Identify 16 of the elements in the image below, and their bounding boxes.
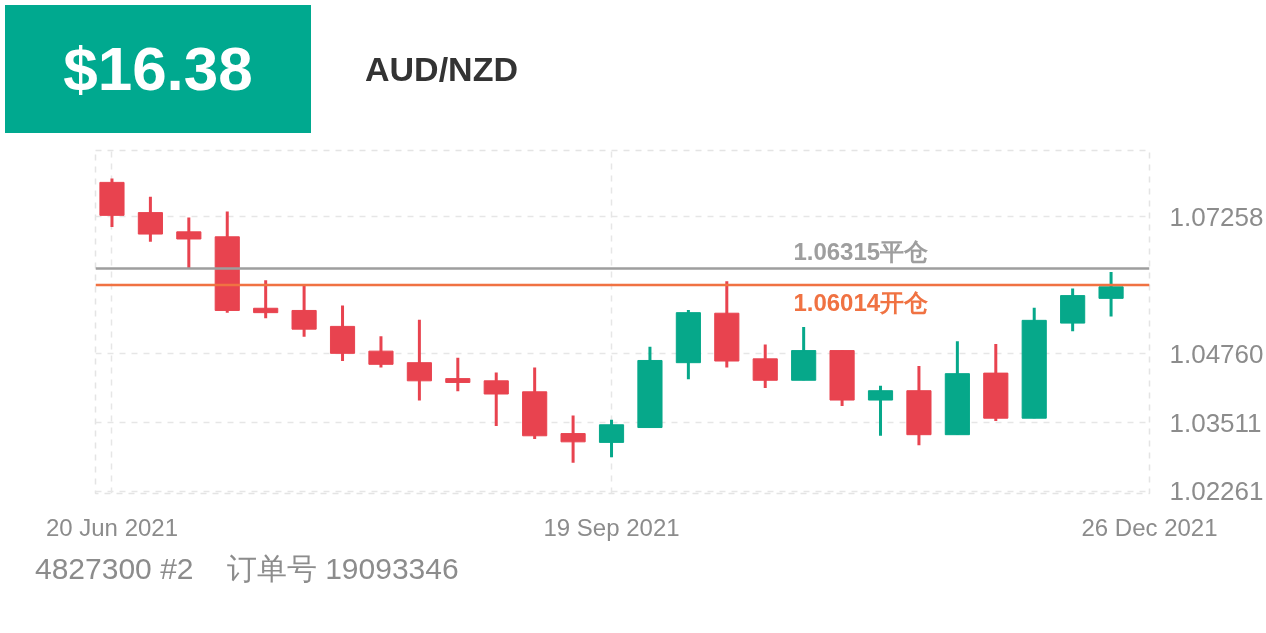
candlestick [560,415,586,463]
y-tick-label: 1.03511 [1169,407,1262,438]
y-tick-label: 1.04760 [1169,338,1264,369]
x-tick-label: 26 Dec 2021 [1081,513,1218,541]
y-tick-label: 1.02261 [1169,476,1264,507]
chart-title: AUD/NZD [365,49,518,90]
chart-subtitle: $16.38 [63,32,253,105]
candlestick [445,357,471,392]
x-tick-label: 20 Jun 2021 [45,513,179,541]
ref-line-label: 1.06315平仓 [793,238,930,266]
text: 4827300 #2 订单号 19093346 [35,552,459,585]
y-tick-label: 1.07258 [1169,201,1264,232]
x-tick-label: 19 Sep 2021 [543,513,680,541]
ref-line-label: 1.06014开仓 [793,288,930,316]
candlestick [176,217,202,269]
candlestick [253,280,279,320]
